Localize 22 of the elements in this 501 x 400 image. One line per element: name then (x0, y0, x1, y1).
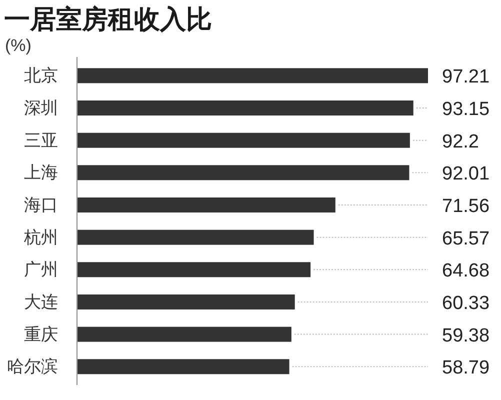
category-label: 三亚 (24, 130, 58, 150)
subtitle: (%) (5, 36, 32, 55)
category-label: 海口 (24, 195, 58, 214)
value-label: 92.01 (442, 164, 490, 185)
value-label: 60.33 (442, 292, 490, 314)
category-label: 广州 (24, 260, 58, 280)
category-label: 大连 (24, 292, 58, 312)
value-label: 64.68 (442, 260, 490, 282)
category-label: 哈尔滨 (7, 357, 58, 376)
value-label: 97.21 (442, 66, 490, 88)
value-label: 65.57 (442, 228, 490, 250)
category-label: 深圳 (24, 98, 58, 118)
category-label: 重庆 (24, 324, 58, 344)
value-label: 71.56 (442, 196, 490, 217)
title: 一居室房租收入比 (4, 4, 212, 34)
value-label: 58.79 (442, 358, 490, 379)
value-label: 93.15 (442, 99, 490, 120)
category-label: 杭州 (24, 228, 58, 247)
category-label: 北京 (24, 66, 58, 86)
value-label: 92.2 (442, 131, 479, 152)
value-label: 59.38 (442, 325, 490, 346)
category-label: 上海 (24, 163, 58, 182)
